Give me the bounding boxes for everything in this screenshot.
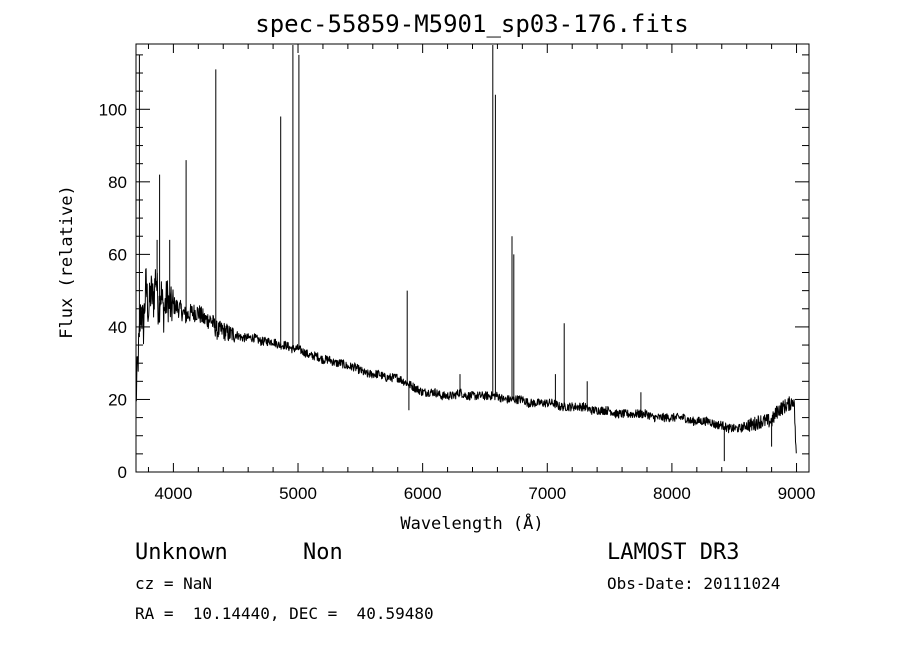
x-axis-ticks [147, 44, 798, 472]
spectrum-line [135, 45, 797, 462]
x-axis-tick-labels: 4000 5000 6000 7000 8000 9000 [154, 484, 815, 503]
y-axis-tick-labels: 0 20 40 60 80 100 [99, 100, 127, 482]
x-tick-label: 9000 [778, 484, 816, 503]
y-tick-label: 40 [108, 318, 127, 337]
x-axis-label: Wavelength (Å) [400, 512, 543, 534]
y-tick-label: 80 [108, 173, 127, 192]
survey-label: LAMOST DR3 [607, 540, 739, 565]
y-tick-label: 0 [118, 463, 127, 482]
x-tick-label: 7000 [528, 484, 566, 503]
object-class-label: Unknown [135, 540, 228, 565]
coordinates-label: RA = 10.14440, DEC = 40.59480 [135, 604, 434, 623]
y-tick-label: 20 [108, 390, 127, 409]
y-tick-label: 100 [99, 100, 127, 119]
x-tick-label: 5000 [279, 484, 317, 503]
x-tick-label: 6000 [404, 484, 442, 503]
plot-frame [135, 43, 810, 473]
plot-area: 4000 5000 6000 7000 8000 9000 0 20 40 60 80 100 [99, 43, 815, 503]
object-subclass-label: Non [303, 540, 343, 565]
chart-title: spec-55859-M5901_sp03-176.fits [255, 10, 688, 38]
y-axis-ticks [136, 54, 809, 473]
x-tick-label: 8000 [653, 484, 691, 503]
y-tick-label: 60 [108, 245, 127, 264]
obs-date-label: Obs-Date: 20111024 [607, 574, 780, 593]
x-tick-label: 4000 [154, 484, 192, 503]
redshift-label: cz = NaN [135, 574, 212, 593]
y-axis-label: Flux (relative) [57, 185, 77, 339]
